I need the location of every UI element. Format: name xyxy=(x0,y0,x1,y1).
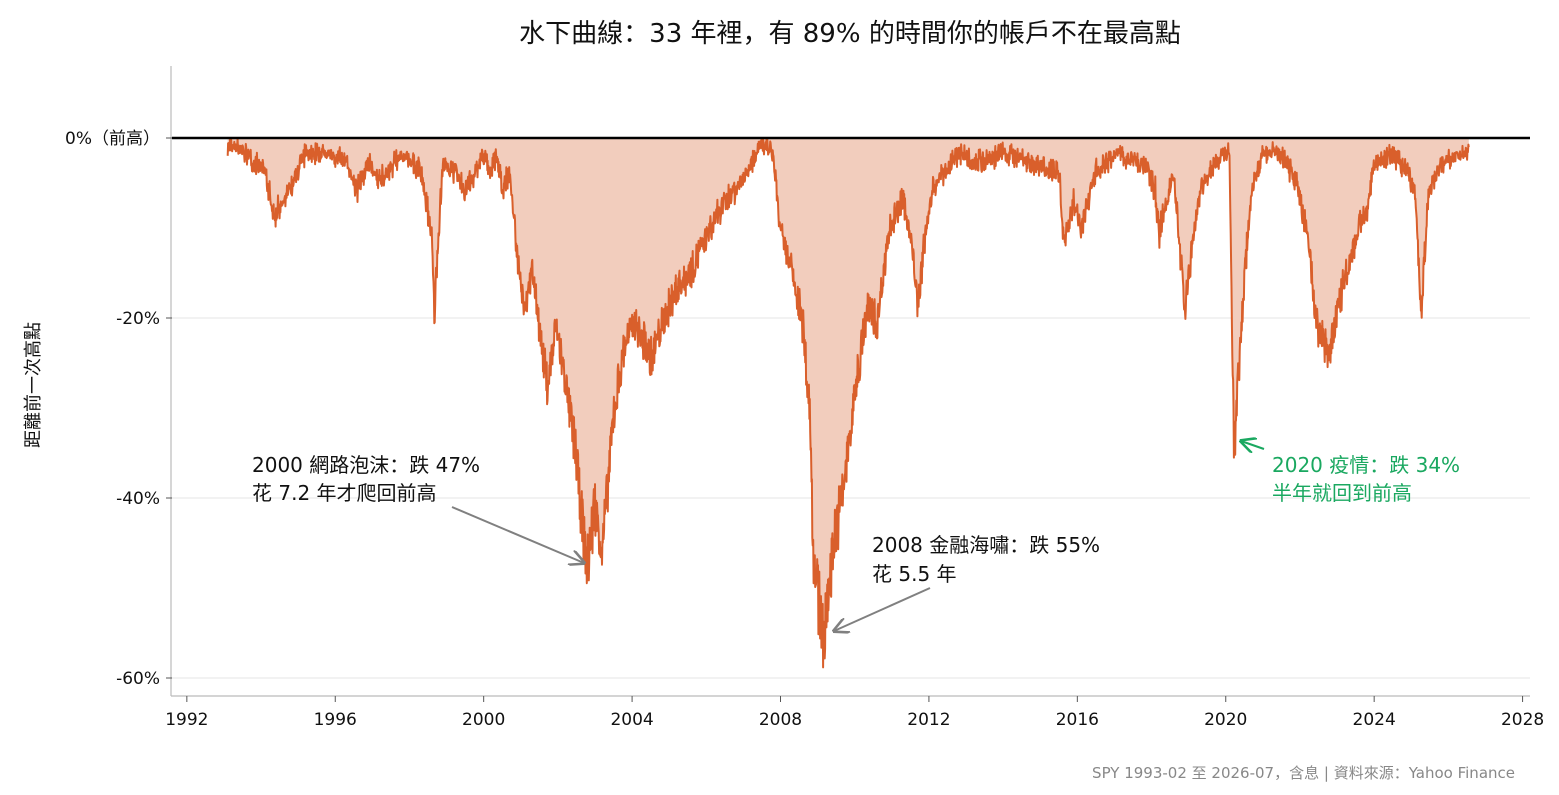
x-tick-label: 2028 xyxy=(1501,710,1544,730)
y-tick-label: 0%（前高） xyxy=(65,129,160,149)
y-tick-label: -40% xyxy=(116,489,160,509)
x-tick-label: 2016 xyxy=(1056,710,1099,730)
annotation-gfc-line1: 2008 金融海嘯：跌 55% xyxy=(872,533,1100,557)
annotation-dotcom-line1: 2000 網路泡沫：跌 47% xyxy=(252,453,480,477)
source-note: SPY 1993-02 至 2026-07，含息 | 資料來源：Yahoo Fi… xyxy=(1092,764,1515,782)
x-tick-label: 2020 xyxy=(1204,710,1247,730)
annotation-covid-arrow xyxy=(1241,441,1265,449)
x-axis-ticks: 1992 1996 2000 2004 2008 2012 2016 2020 2024 2028 xyxy=(165,696,1544,730)
annotation-gfc: 2008 金融海嘯：跌 55% 花 5.5 年 xyxy=(834,533,1100,631)
annotation-dotcom: 2000 網路泡沫：跌 47% 花 7.2 年才爬回前高 xyxy=(252,453,584,563)
annotation-dotcom-arrow xyxy=(451,506,584,563)
y-tick-label: -60% xyxy=(116,669,160,689)
x-tick-label: 2004 xyxy=(610,710,653,730)
drawdown-line xyxy=(226,137,1470,669)
y-axis-label: 距離前一次高點 xyxy=(23,322,44,448)
drawdown-area xyxy=(227,138,1469,668)
x-tick-label: 2012 xyxy=(907,710,950,730)
annotation-dotcom-line2: 花 7.2 年才爬回前高 xyxy=(252,481,437,505)
x-tick-label: 1992 xyxy=(165,710,208,730)
chart-title: 水下曲線：33 年裡，有 89% 的時間你的帳戶不在最高點 xyxy=(519,19,1181,49)
annotation-covid-line2: 半年就回到前高 xyxy=(1272,481,1412,505)
annotation-covid-line1: 2020 疫情：跌 34% xyxy=(1272,453,1460,477)
x-tick-label: 2024 xyxy=(1353,710,1396,730)
x-tick-label: 2008 xyxy=(759,710,802,730)
annotation-covid: 2020 疫情：跌 34% 半年就回到前高 xyxy=(1241,441,1460,505)
x-tick-label: 1996 xyxy=(314,710,357,730)
annotation-gfc-arrow xyxy=(834,587,931,631)
x-tick-label: 2000 xyxy=(462,710,505,730)
y-axis-ticks: 0%（前高） -20% -40% -60% xyxy=(65,129,172,689)
y-tick-label: -20% xyxy=(116,309,160,329)
annotation-gfc-line2: 花 5.5 年 xyxy=(872,562,957,586)
